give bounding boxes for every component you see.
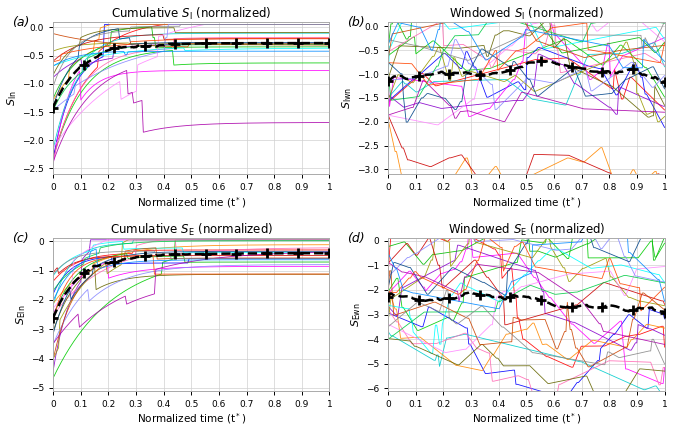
Title: Cumulative $S_\mathrm{I}$ (normalized): Cumulative $S_\mathrm{I}$ (normalized) <box>111 6 271 22</box>
Y-axis label: $S_\mathrm{EIn}$: $S_\mathrm{EIn}$ <box>14 304 28 325</box>
X-axis label: Normalized time (t$^*$): Normalized time (t$^*$) <box>137 412 246 426</box>
Text: (c): (c) <box>11 232 28 245</box>
Text: (d): (d) <box>347 232 364 245</box>
Y-axis label: $S_\mathrm{In}$: $S_\mathrm{In}$ <box>5 90 20 106</box>
Title: Windowed $S_\mathrm{E}$ (normalized): Windowed $S_\mathrm{E}$ (normalized) <box>448 222 605 238</box>
Y-axis label: $S_\mathrm{Ewn}$: $S_\mathrm{Ewn}$ <box>349 302 363 327</box>
Y-axis label: $S_\mathrm{Iwn}$: $S_\mathrm{Iwn}$ <box>341 87 355 109</box>
X-axis label: Normalized time (t$^*$): Normalized time (t$^*$) <box>472 412 581 426</box>
X-axis label: Normalized time (t$^*$): Normalized time (t$^*$) <box>137 195 246 210</box>
Title: Windowed $S_\mathrm{I}$ (normalized): Windowed $S_\mathrm{I}$ (normalized) <box>449 6 604 22</box>
X-axis label: Normalized time (t$^*$): Normalized time (t$^*$) <box>472 195 581 210</box>
Text: (b): (b) <box>347 16 364 29</box>
Text: (a): (a) <box>11 16 29 29</box>
Title: Cumulative $S_\mathrm{E}$ (normalized): Cumulative $S_\mathrm{E}$ (normalized) <box>110 222 273 238</box>
